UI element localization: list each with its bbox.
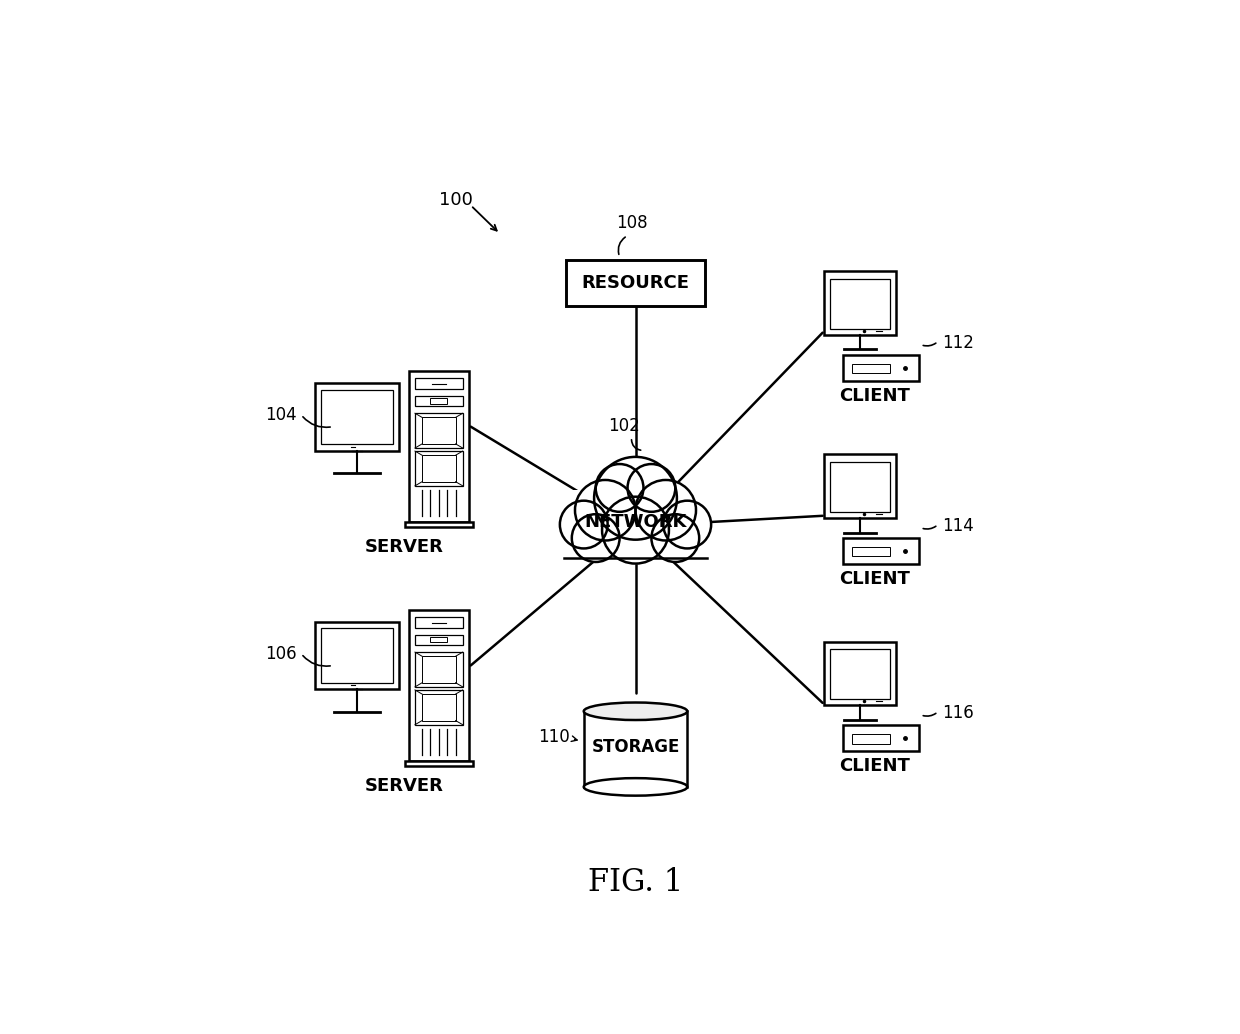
- Text: 102: 102: [608, 417, 640, 434]
- Text: 100: 100: [439, 190, 474, 209]
- Text: 112: 112: [942, 334, 973, 352]
- Bar: [404, 761, 474, 766]
- Bar: [409, 610, 469, 761]
- Text: FIG. 1: FIG. 1: [588, 866, 683, 898]
- Circle shape: [663, 500, 711, 548]
- Bar: [415, 690, 463, 725]
- Circle shape: [575, 480, 636, 541]
- Circle shape: [603, 496, 668, 564]
- Text: 114: 114: [942, 517, 973, 536]
- Bar: [430, 637, 448, 642]
- Bar: [825, 641, 895, 705]
- Bar: [825, 455, 895, 518]
- Circle shape: [594, 457, 677, 540]
- Bar: [843, 355, 919, 382]
- Bar: [830, 279, 890, 329]
- Text: CLIENT: CLIENT: [839, 387, 910, 405]
- Text: RESOURCE: RESOURCE: [582, 274, 689, 293]
- Bar: [422, 418, 455, 444]
- Bar: [852, 364, 890, 373]
- Text: CLIENT: CLIENT: [839, 757, 910, 776]
- Circle shape: [595, 464, 644, 512]
- Bar: [843, 538, 919, 565]
- Bar: [409, 371, 469, 522]
- Text: 106: 106: [265, 644, 298, 663]
- Bar: [415, 635, 463, 644]
- Text: STORAGE: STORAGE: [591, 737, 680, 756]
- Bar: [422, 694, 455, 721]
- Bar: [564, 490, 707, 554]
- Bar: [415, 652, 463, 687]
- Bar: [315, 621, 398, 690]
- Text: 116: 116: [942, 704, 973, 723]
- Text: 108: 108: [616, 214, 647, 232]
- Bar: [843, 725, 919, 752]
- Ellipse shape: [584, 779, 687, 795]
- Text: NETWORK: NETWORK: [584, 513, 687, 531]
- Bar: [825, 271, 895, 335]
- Text: 110: 110: [538, 728, 569, 747]
- Bar: [830, 462, 890, 512]
- Circle shape: [627, 464, 676, 512]
- Bar: [415, 617, 463, 628]
- Bar: [415, 396, 463, 405]
- Bar: [430, 398, 448, 403]
- Circle shape: [635, 480, 696, 541]
- Bar: [422, 455, 455, 482]
- Text: 104: 104: [265, 405, 298, 424]
- Bar: [852, 547, 890, 556]
- Bar: [315, 383, 398, 451]
- Text: SERVER: SERVER: [365, 538, 444, 556]
- Bar: [422, 657, 455, 682]
- Bar: [565, 492, 706, 551]
- Bar: [415, 451, 463, 486]
- Bar: [830, 649, 890, 699]
- Bar: [415, 378, 463, 389]
- Text: CLIENT: CLIENT: [839, 570, 910, 588]
- Bar: [404, 522, 474, 527]
- Circle shape: [572, 514, 620, 562]
- Bar: [852, 734, 890, 743]
- Bar: [584, 711, 687, 787]
- Bar: [321, 629, 393, 682]
- Ellipse shape: [584, 702, 687, 720]
- Circle shape: [560, 500, 608, 548]
- Bar: [565, 261, 706, 306]
- Text: SERVER: SERVER: [365, 777, 444, 795]
- Bar: [415, 414, 463, 448]
- Bar: [321, 390, 393, 444]
- Circle shape: [651, 514, 699, 562]
